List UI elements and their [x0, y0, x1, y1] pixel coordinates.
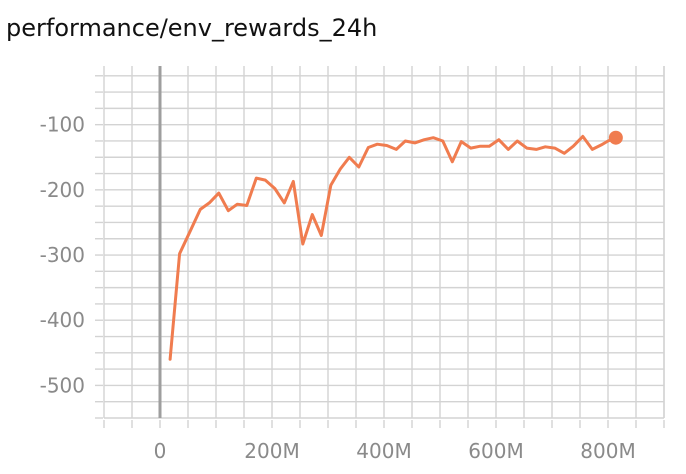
series-layer: [168, 130, 623, 361]
y-tick-label: -500: [40, 373, 85, 397]
last-point-marker[interactable]: [608, 130, 623, 145]
y-tick-label: -400: [40, 308, 85, 332]
x-tick-label: 400M: [356, 439, 411, 463]
axis-ticks: 0 200M 400M 600M 800M -100 -200 -300 -400 -500: [40, 113, 636, 463]
y-tick-label: -300: [40, 243, 85, 267]
y-tick-label: -100: [40, 113, 85, 137]
series-line: [168, 134, 618, 361]
x-tick-label: 0: [154, 439, 167, 463]
x-tick-label: 200M: [244, 439, 299, 463]
grid-lines: [95, 66, 665, 428]
x-tick-label: 600M: [468, 439, 523, 463]
x-tick-label: 800M: [580, 439, 635, 463]
chart-title: performance/env_rewards_24h: [6, 14, 378, 42]
y-tick-label: -200: [40, 178, 85, 202]
